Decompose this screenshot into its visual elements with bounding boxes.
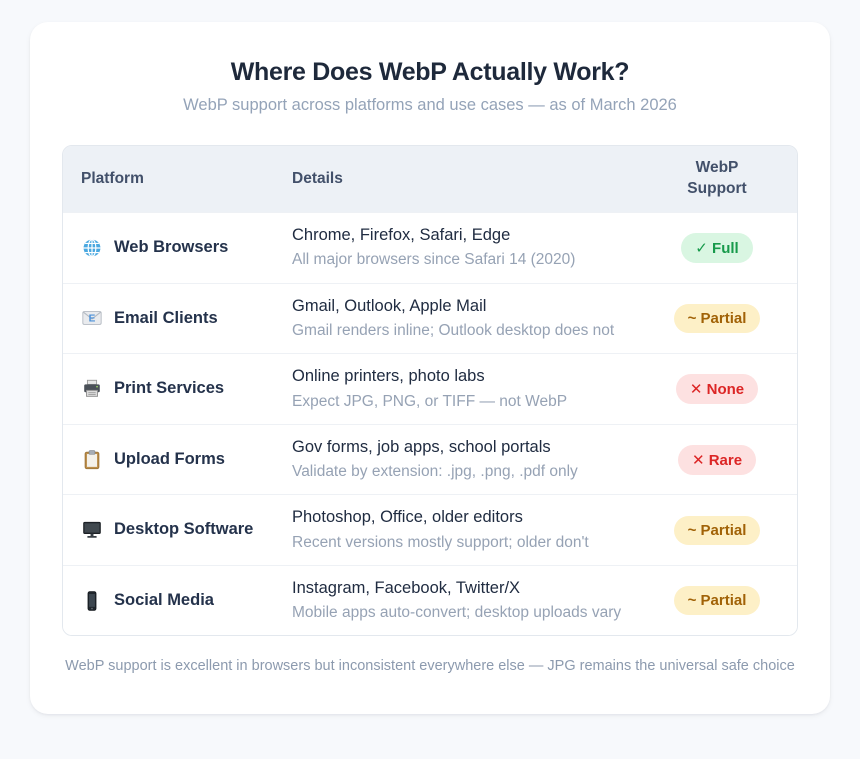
platform-cell: Social Media <box>63 578 292 624</box>
details-secondary: Mobile apps auto-convert; desktop upload… <box>292 604 622 622</box>
table-row: E Email Clients Gmail, Outlook, Apple Ma… <box>63 282 797 354</box>
details-primary: Gmail, Outlook, Apple Mail <box>292 296 487 315</box>
support-badge: ~ Partial <box>673 515 761 545</box>
details-secondary: Recent versions mostly support; older do… <box>292 533 589 551</box>
details-secondary: Validate by extension: .jpg, .png, .pdf … <box>292 463 578 481</box>
table-row: Upload Forms Gov forms, job apps, school… <box>63 423 797 495</box>
details-cell: Gov forms, job apps, school portals Vali… <box>292 425 647 495</box>
platform-name: Upload Forms <box>114 449 225 468</box>
support-cell: ~ Partial <box>647 292 797 345</box>
header-cell-platform: Platform <box>63 157 292 202</box>
support-cell: ✕ Rare <box>647 433 797 487</box>
table-header-row: Platform Details WebP Support <box>63 146 797 212</box>
details-cell: Photoshop, Office, older editors Recent … <box>292 495 647 565</box>
table-row: Desktop Software Photoshop, Office, olde… <box>63 494 797 565</box>
phone-icon <box>81 590 103 612</box>
support-cell: ~ Partial <box>647 574 797 627</box>
platform-name: Print Services <box>114 379 225 398</box>
details-cell: Instagram, Facebook, Twitter/X Mobile ap… <box>292 566 647 636</box>
details-primary: Instagram, Facebook, Twitter/X <box>292 578 521 597</box>
page-title: Where Does WebP Actually Work? <box>230 58 630 86</box>
platform-cell: Desktop Software <box>63 507 292 553</box>
table-body: Web Browsers Chrome, Firefox, Safari, Ed… <box>63 212 797 636</box>
details-secondary: Expect JPG, PNG, or TIFF — not WebP <box>292 392 568 410</box>
details-primary: Online printers, photo labs <box>292 367 485 386</box>
platform-name: Web Browsers <box>114 238 229 257</box>
platform-cell: E Email Clients <box>63 295 292 341</box>
details-secondary: Gmail renders inline; Outlook desktop do… <box>292 322 615 340</box>
platform-name: Email Clients <box>114 308 218 327</box>
support-cell: ~ Partial <box>647 504 797 557</box>
table-row: Social Media Instagram, Facebook, Twitte… <box>63 564 797 636</box>
details-primary: Photoshop, Office, older editors <box>292 508 523 527</box>
support-badge: ✕ None <box>675 373 759 404</box>
support-cell: ✕ None <box>647 362 797 416</box>
svg-text:E: E <box>89 314 96 325</box>
details-primary: Gov forms, job apps, school portals <box>292 437 551 456</box>
platform-name: Desktop Software <box>114 520 254 539</box>
details-cell: Gmail, Outlook, Apple Mail Gmail renders… <box>292 284 647 354</box>
header-cell-details: Details <box>292 157 647 202</box>
details-primary: Chrome, Firefox, Safari, Edge <box>292 226 511 244</box>
support-table: Platform Details WebP Support Web Browse… <box>62 145 798 637</box>
webp-support-card: Where Does WebP Actually Work? WebP supp… <box>30 22 830 714</box>
footnote: WebP support is excellent in browsers bu… <box>65 658 795 675</box>
platform-cell: Print Services <box>63 366 292 412</box>
details-cell: Chrome, Firefox, Safari, Edge All major … <box>292 213 647 283</box>
support-badge: ✓ Full <box>681 232 753 263</box>
support-badge: ✕ Rare <box>677 444 757 475</box>
page-subtitle: WebP support across platforms and use ca… <box>183 96 677 114</box>
details-cell: Online printers, photo labs Expect JPG, … <box>292 354 647 424</box>
header-label-details: Details <box>292 169 343 187</box>
support-badge: ~ Partial <box>673 586 761 616</box>
header-label-support: WebP Support <box>687 159 747 197</box>
globe-icon <box>81 237 103 259</box>
support-badge: ~ Partial <box>673 303 761 333</box>
email-icon: E <box>81 307 103 329</box>
header-label-platform: Platform <box>81 169 144 187</box>
clipboard-icon <box>81 449 103 471</box>
details-secondary: All major browsers since Safari 14 (2020… <box>292 251 576 269</box>
printer-icon <box>81 378 103 400</box>
platform-cell: Upload Forms <box>63 437 292 483</box>
table-row: Print Services Online printers, photo la… <box>63 353 797 424</box>
desktop-icon <box>81 519 103 541</box>
platform-cell: Web Browsers <box>63 225 292 271</box>
support-cell: ✓ Full <box>647 221 797 275</box>
header-cell-support: WebP Support <box>647 146 797 212</box>
platform-name: Social Media <box>114 590 214 609</box>
table-row: Web Browsers Chrome, Firefox, Safari, Ed… <box>63 212 797 283</box>
